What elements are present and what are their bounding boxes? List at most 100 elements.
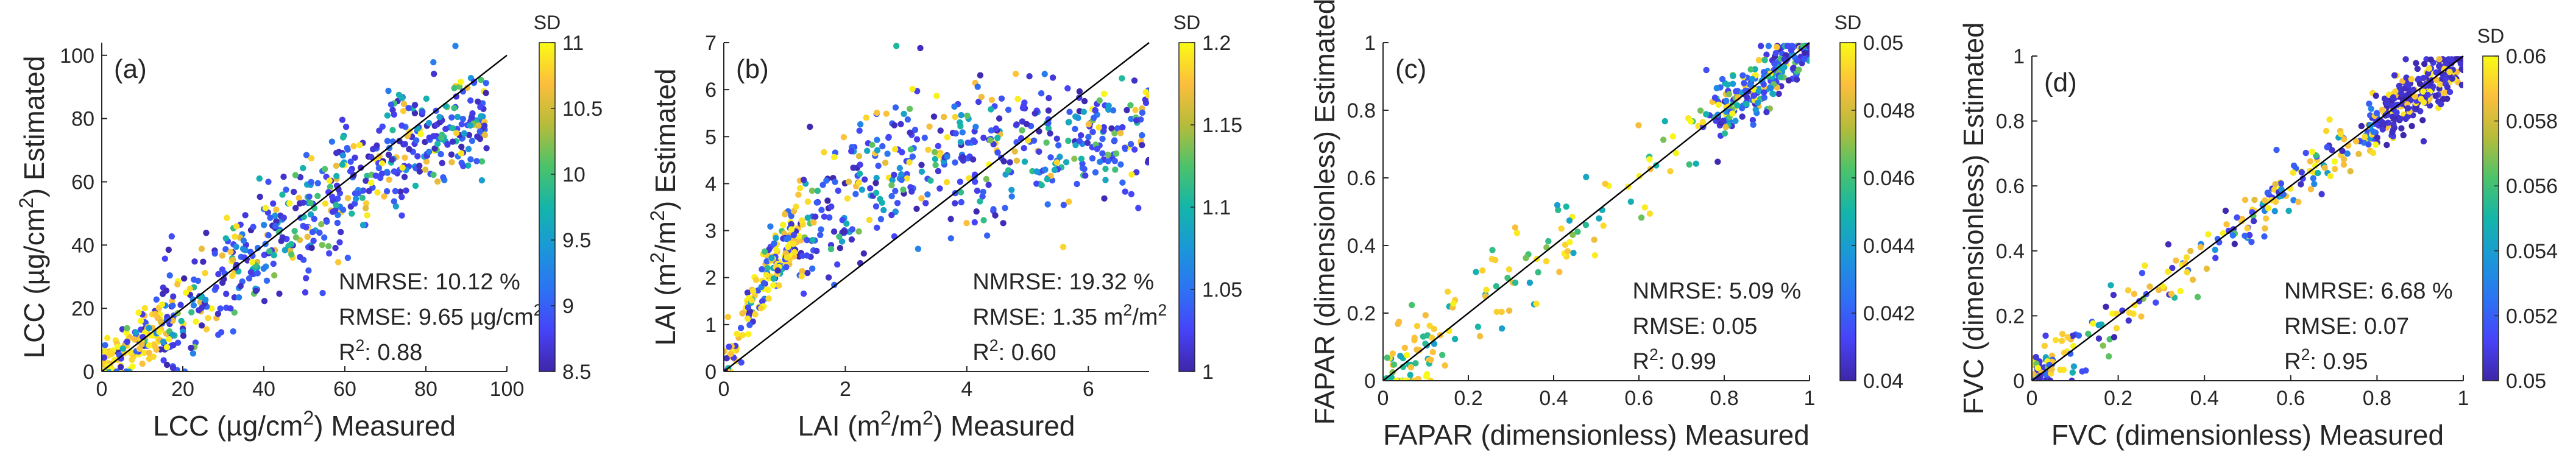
stat-rmse: RMSE: 0.05 xyxy=(1633,314,1758,339)
scatter-point xyxy=(475,98,481,105)
scatter-point xyxy=(918,161,925,168)
scatter-point xyxy=(1080,108,1088,115)
scatter-point xyxy=(297,174,304,181)
scatter-point xyxy=(254,270,261,277)
scatter-point xyxy=(2231,241,2238,247)
scatter-point xyxy=(791,249,798,256)
scatter-point xyxy=(174,339,182,346)
scatter-point xyxy=(182,289,189,296)
scatter-point xyxy=(798,273,805,280)
scatter-point xyxy=(1065,138,1072,144)
scatter-point xyxy=(2064,334,2071,341)
scatter-point xyxy=(218,329,225,336)
scatter-point xyxy=(1030,137,1038,144)
scatter-point xyxy=(1686,161,1693,168)
scatter-point xyxy=(213,284,220,291)
scatter-point xyxy=(325,243,332,250)
scatter-point xyxy=(423,158,430,165)
scatter-point xyxy=(1769,90,1776,97)
scatter-point xyxy=(401,174,408,180)
scatter-point xyxy=(1041,71,1048,77)
scatter-point xyxy=(257,193,263,200)
scatter-point xyxy=(260,265,267,272)
scatter-point xyxy=(2402,56,2409,63)
scatter-point xyxy=(2165,241,2172,248)
scatter-point xyxy=(266,248,273,255)
scatter-point xyxy=(483,80,489,86)
scatter-point xyxy=(2212,246,2218,253)
scatter-point xyxy=(1602,180,1608,187)
scatter-point xyxy=(2420,99,2427,106)
scatter-point xyxy=(957,189,964,196)
scatter-point xyxy=(2034,364,2041,372)
scatter-point xyxy=(993,125,1000,132)
scatter-point xyxy=(1715,101,1722,108)
y-axis-label: LAI (m2/m2) Estimated xyxy=(646,68,681,345)
scatter-point xyxy=(1442,362,1448,369)
scatter-point xyxy=(1669,133,1676,140)
scatter-point xyxy=(461,130,468,137)
scatter-point xyxy=(181,275,188,282)
scatter-point xyxy=(804,214,811,221)
scatter-point xyxy=(1523,255,1529,261)
scatter-point xyxy=(314,192,321,199)
scatter-point xyxy=(1596,215,1602,222)
scatter-point xyxy=(1788,47,1795,54)
scatter-point xyxy=(856,127,863,134)
scatter-point xyxy=(252,288,260,294)
scatter-point xyxy=(430,171,437,178)
scatter-point xyxy=(2246,231,2253,239)
scatter-point xyxy=(174,281,181,288)
scatter-point xyxy=(983,175,990,183)
scatter-point xyxy=(964,112,971,119)
scatter-point xyxy=(1563,203,1569,210)
scatter-point xyxy=(478,76,484,83)
scatter-point xyxy=(2337,130,2344,138)
scatter-point xyxy=(926,123,933,130)
scatter-point xyxy=(860,250,868,257)
colorbar-tick-label: 9 xyxy=(562,295,574,318)
scatter-point xyxy=(1101,90,1108,97)
scatter-point xyxy=(2421,60,2428,68)
scatter-point xyxy=(972,124,979,130)
scatter-point xyxy=(423,95,430,102)
scatter-point xyxy=(2184,269,2190,276)
scatter-point xyxy=(1493,283,1499,290)
scatter-point xyxy=(1583,174,1590,180)
scatter-point xyxy=(785,244,791,250)
scatter-point xyxy=(1000,158,1007,164)
scatter-point xyxy=(830,228,838,235)
scatter-point xyxy=(177,302,184,308)
scatter-point xyxy=(900,186,907,193)
scatter-point xyxy=(2368,105,2374,112)
scatter-point xyxy=(1415,375,1421,381)
scatter-point xyxy=(896,164,904,172)
scatter-point xyxy=(1060,244,1067,250)
scatter-point xyxy=(724,355,730,362)
scatter-point xyxy=(1744,94,1750,101)
scatter-point xyxy=(1476,333,1484,340)
scatter-point xyxy=(1498,325,1506,332)
scatter-point xyxy=(1095,124,1102,131)
scatter-point xyxy=(1713,85,1720,91)
scatter-point xyxy=(166,336,172,343)
stat-nmrse: NMRSE: 19.32 % xyxy=(972,269,1154,295)
scatter-point xyxy=(2438,101,2444,108)
scatter-point xyxy=(376,127,383,134)
x-tick-label: 2 xyxy=(840,378,851,401)
stat-rmse: RMSE: 0.07 xyxy=(2284,314,2409,339)
scatter-point xyxy=(215,270,222,278)
scatter-point xyxy=(907,129,913,136)
scatter-point xyxy=(188,309,195,316)
scatter-point xyxy=(734,330,740,337)
scatter-point xyxy=(2340,136,2348,143)
scatter-point xyxy=(1036,148,1042,155)
one-to-one-line xyxy=(101,54,508,372)
scatter-point xyxy=(307,211,314,218)
scatter-point xyxy=(1755,57,1763,64)
scatter-point xyxy=(922,200,929,207)
scatter-point xyxy=(857,161,863,168)
stat-rmse: RMSE: 9.65 µg/cm2 xyxy=(339,301,542,330)
scatter-point xyxy=(292,205,299,211)
scatter-point xyxy=(1045,125,1052,132)
